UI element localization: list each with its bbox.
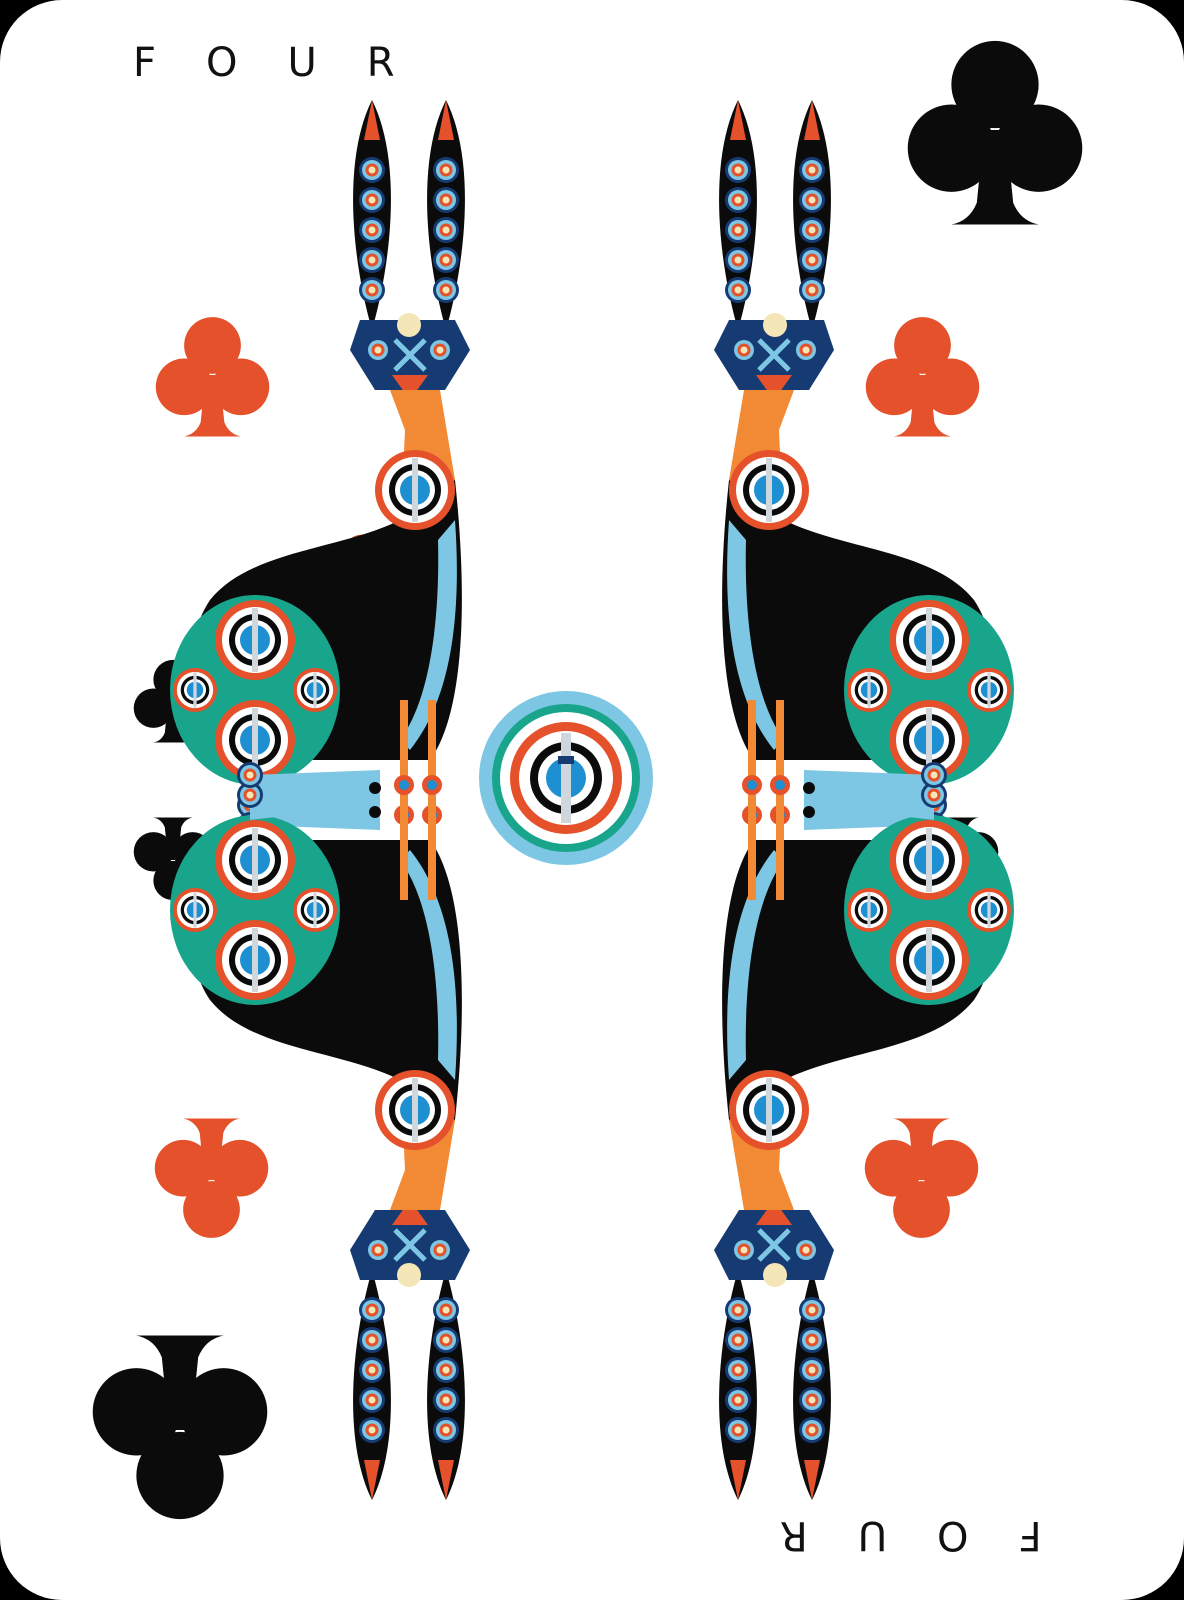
club-icon — [865, 317, 980, 437]
club-icon — [154, 1118, 269, 1238]
club-icon — [155, 317, 270, 437]
concentric-medallion-icon — [479, 691, 653, 865]
hare-icon — [714, 100, 1014, 838]
club-icon — [92, 1335, 268, 1520]
hare-icon — [170, 100, 470, 838]
rank-label-top: FOUR — [133, 40, 445, 86]
club-icon — [907, 40, 1083, 225]
hare-icon — [714, 762, 1014, 1500]
club-icon — [864, 1118, 979, 1238]
